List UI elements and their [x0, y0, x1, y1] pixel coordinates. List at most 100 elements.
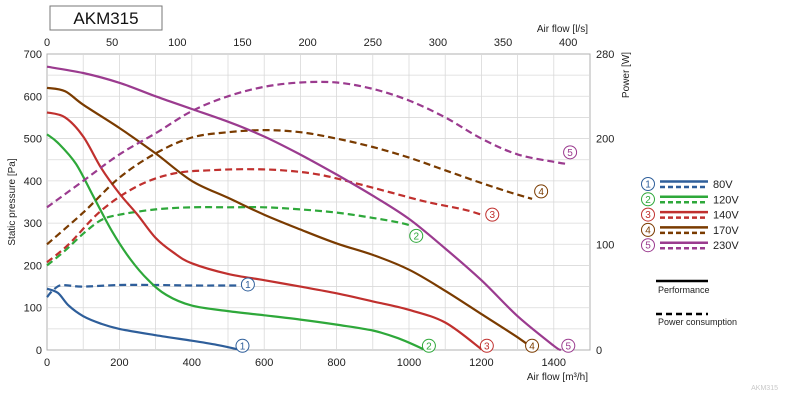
pressure-badge-4-ring — [525, 338, 540, 353]
power-badge-2: 2 — [409, 228, 424, 243]
power-curve-140V — [46, 168, 482, 264]
y2-tick-label: 280 — [596, 49, 614, 61]
power-curve-120V — [46, 206, 413, 267]
bottom-axis-label: Air flow [m³/h] — [527, 372, 588, 383]
pressure-badge-3-number: 3 — [484, 341, 490, 352]
pressure-badge-4-number: 4 — [529, 341, 535, 352]
legend-label-170V: 170V — [713, 225, 739, 237]
power-badge-3-ring — [485, 207, 500, 222]
x-tick-label: 1400 — [542, 357, 566, 369]
legend-badge-1-ring — [641, 177, 655, 191]
series — [46, 65, 567, 352]
right-axis-label: Power [W] — [621, 52, 632, 98]
legend-label-230V: 230V — [713, 240, 739, 252]
legend-badge-4: 4 — [641, 222, 655, 237]
grid — [46, 53, 591, 351]
pressure-badge-5-ring — [561, 338, 576, 353]
power-badge-3-number: 3 — [489, 210, 495, 221]
y-tick-label: 500 — [24, 134, 42, 146]
y2-tick-label: 100 — [596, 239, 614, 251]
power-badge-5-number: 5 — [567, 148, 573, 159]
pressure-curve-230V — [46, 65, 562, 352]
legend: 1 80V 2 120V 3 140V 4 170V 5 230V — [641, 177, 739, 253]
legend-badge-4-ring — [641, 222, 655, 237]
pressure-badge-4: 4 — [525, 338, 540, 353]
pressure-badge-2: 2 — [421, 338, 436, 353]
y-tick-label: 0 — [36, 345, 42, 357]
top-axis-label: Air flow [l/s] — [537, 24, 588, 35]
y2-tick-label: 200 — [596, 134, 614, 146]
x2-tick-label: 400 — [559, 37, 577, 49]
watermark: AKM315 — [751, 385, 778, 392]
power-badge-2-number: 2 — [413, 231, 419, 242]
legend-badge-4-number: 4 — [645, 225, 651, 236]
x2-tick-label: 150 — [233, 37, 251, 49]
legend-badge-3: 3 — [641, 207, 655, 222]
y-tick-label: 700 — [24, 49, 42, 61]
power-badge-1: 1 — [240, 277, 255, 292]
x-tick-label: 600 — [255, 357, 273, 369]
x-tick-label: 0 — [44, 357, 50, 369]
power-badge-5: 5 — [563, 145, 578, 160]
x2-tick-label: 100 — [168, 37, 186, 49]
pressure-curve-140V — [46, 111, 483, 351]
left-axis-label: Static pressure [Pa] — [7, 158, 18, 245]
legend-badge-1: 1 — [641, 177, 655, 191]
curve-badges: 1 1 2 2 3 3 4 4 5 5 — [235, 145, 578, 353]
y2-tick-label: 0 — [596, 345, 602, 357]
y-tick-label: 400 — [24, 176, 42, 188]
legend-badge-1-number: 1 — [645, 180, 651, 191]
legend-label-80V: 80V — [713, 179, 733, 191]
x2-tick-label: 200 — [298, 37, 316, 49]
legend-badge-2-number: 2 — [645, 195, 651, 206]
power-key-label: Power consumption — [658, 317, 737, 327]
tick-labels: 0 200 400 600 800 1000 1200 1400010020030040050… — [24, 37, 615, 369]
legend-badge-5-number: 5 — [645, 241, 651, 252]
power-curve-80V — [46, 283, 239, 298]
pressure-badge-2-number: 2 — [426, 341, 432, 352]
legend-label-120V: 120V — [713, 194, 739, 206]
x-tick-label: 200 — [110, 357, 128, 369]
legend-badge-5-ring — [641, 238, 655, 253]
power-badge-4-number: 4 — [538, 187, 544, 198]
power-badge-5-ring — [563, 145, 578, 160]
pressure-curve-80V — [46, 287, 238, 351]
y-tick-label: 100 — [24, 303, 42, 315]
x-tick-label: 400 — [183, 357, 201, 369]
pressure-badge-1-number: 1 — [240, 341, 246, 352]
x2-tick-label: 250 — [364, 37, 382, 49]
y-tick-label: 300 — [24, 218, 42, 230]
pressure-badge-1-ring — [235, 338, 250, 353]
pressure-badge-2-ring — [421, 338, 436, 353]
pressure-badge-3-ring — [479, 338, 494, 353]
power-badge-2-ring — [409, 228, 424, 243]
power-badge-4-ring — [534, 184, 549, 199]
x2-tick-label: 300 — [429, 37, 447, 49]
pressure-badge-5-number: 5 — [565, 341, 571, 352]
x-tick-label: 1000 — [397, 357, 421, 369]
chart-title: AKM315 — [73, 9, 138, 28]
pressure-badge-3: 3 — [479, 338, 494, 353]
power-badge-1-ring — [240, 277, 255, 292]
legend-label-140V: 140V — [713, 210, 739, 222]
power-badge-3: 3 — [485, 207, 500, 222]
power-badge-1-number: 1 — [245, 280, 251, 291]
x-tick-label: 1200 — [469, 357, 493, 369]
power-curve-230V — [46, 80, 567, 209]
legend-badge-2-ring — [641, 192, 655, 207]
x2-tick-label: 0 — [44, 37, 50, 49]
x2-tick-label: 50 — [106, 37, 118, 49]
x-tick-label: 800 — [327, 357, 345, 369]
legend-badge-3-number: 3 — [645, 210, 651, 221]
pressure-badge-1: 1 — [235, 338, 250, 353]
pressure-badge-5: 5 — [561, 338, 576, 353]
power-curve-170V — [46, 128, 533, 246]
power-badge-4: 4 — [534, 184, 549, 199]
performance-key-label: Performance — [658, 285, 710, 295]
y-tick-label: 600 — [24, 91, 42, 103]
y-tick-label: 200 — [24, 260, 42, 272]
pressure-curve-170V — [46, 86, 535, 351]
legend-badge-2: 2 — [641, 192, 655, 207]
legend-badge-5: 5 — [641, 238, 655, 253]
